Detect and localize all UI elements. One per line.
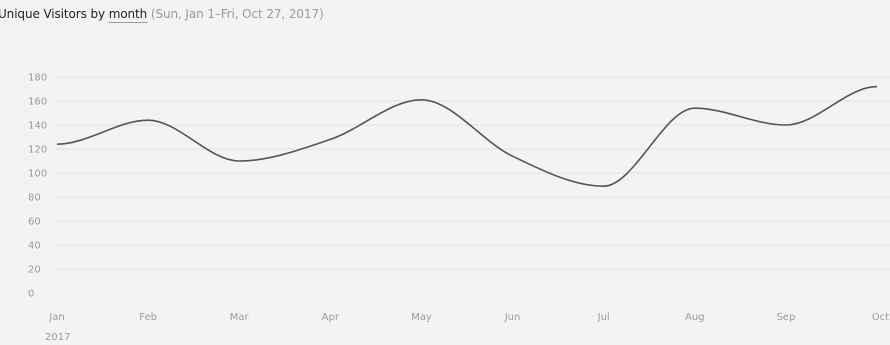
x-tick-label: Jun — [504, 312, 521, 323]
y-tick-label: 40 — [28, 241, 41, 252]
data-points — [53, 83, 881, 191]
period-selector[interactable]: month — [108, 7, 148, 21]
x-tick-label: May — [411, 312, 432, 323]
data-point[interactable] — [873, 83, 881, 91]
data-point[interactable] — [782, 121, 790, 129]
data-point[interactable] — [326, 135, 334, 143]
x-tick-label: Jan — [48, 312, 64, 323]
data-point[interactable] — [509, 152, 517, 160]
x-axis-ticks: Jan Feb Mar Apr May Jun Jul Aug Sep Oct 2017 — [45, 312, 889, 343]
date-range-label: (Sun, Jan 1–Fri, Oct 27, 2017) — [150, 7, 324, 21]
y-axis-ticks: 0 20 40 60 80 100 120 140 160 180 — [28, 73, 47, 300]
data-point[interactable] — [691, 104, 699, 112]
x-tick-label: Aug — [685, 312, 705, 323]
chart-title: Unique Visitors by month (Sun, Jan 1–Fri… — [0, 7, 324, 21]
x-tick-label: Feb — [139, 312, 157, 323]
x-tick-label: Oct — [872, 312, 889, 323]
x-tick-label: Sep — [776, 312, 795, 323]
x-year-label: 2017 — [45, 332, 70, 343]
data-point[interactable] — [235, 157, 243, 165]
y-tick-label: 160 — [28, 97, 47, 108]
x-tick-label: Apr — [322, 312, 340, 323]
data-point[interactable] — [144, 116, 152, 124]
data-point[interactable] — [53, 140, 61, 148]
y-tick-label: 180 — [28, 73, 47, 84]
y-tick-label: 140 — [28, 121, 47, 132]
metric-label: Unique Visitors by — [0, 7, 105, 21]
series-line — [56, 85, 878, 188]
y-tick-label: 120 — [28, 145, 47, 156]
y-tick-label: 20 — [28, 265, 41, 276]
data-point[interactable] — [600, 182, 608, 190]
x-tick-label: Jul — [597, 312, 610, 323]
y-tick-label: 0 — [28, 289, 34, 300]
x-tick-label: Mar — [230, 312, 250, 323]
data-point[interactable] — [417, 96, 425, 104]
grid-lines — [56, 76, 890, 270]
y-tick-label: 80 — [28, 193, 41, 204]
y-tick-label: 100 — [28, 169, 47, 180]
y-tick-label: 60 — [28, 217, 41, 228]
